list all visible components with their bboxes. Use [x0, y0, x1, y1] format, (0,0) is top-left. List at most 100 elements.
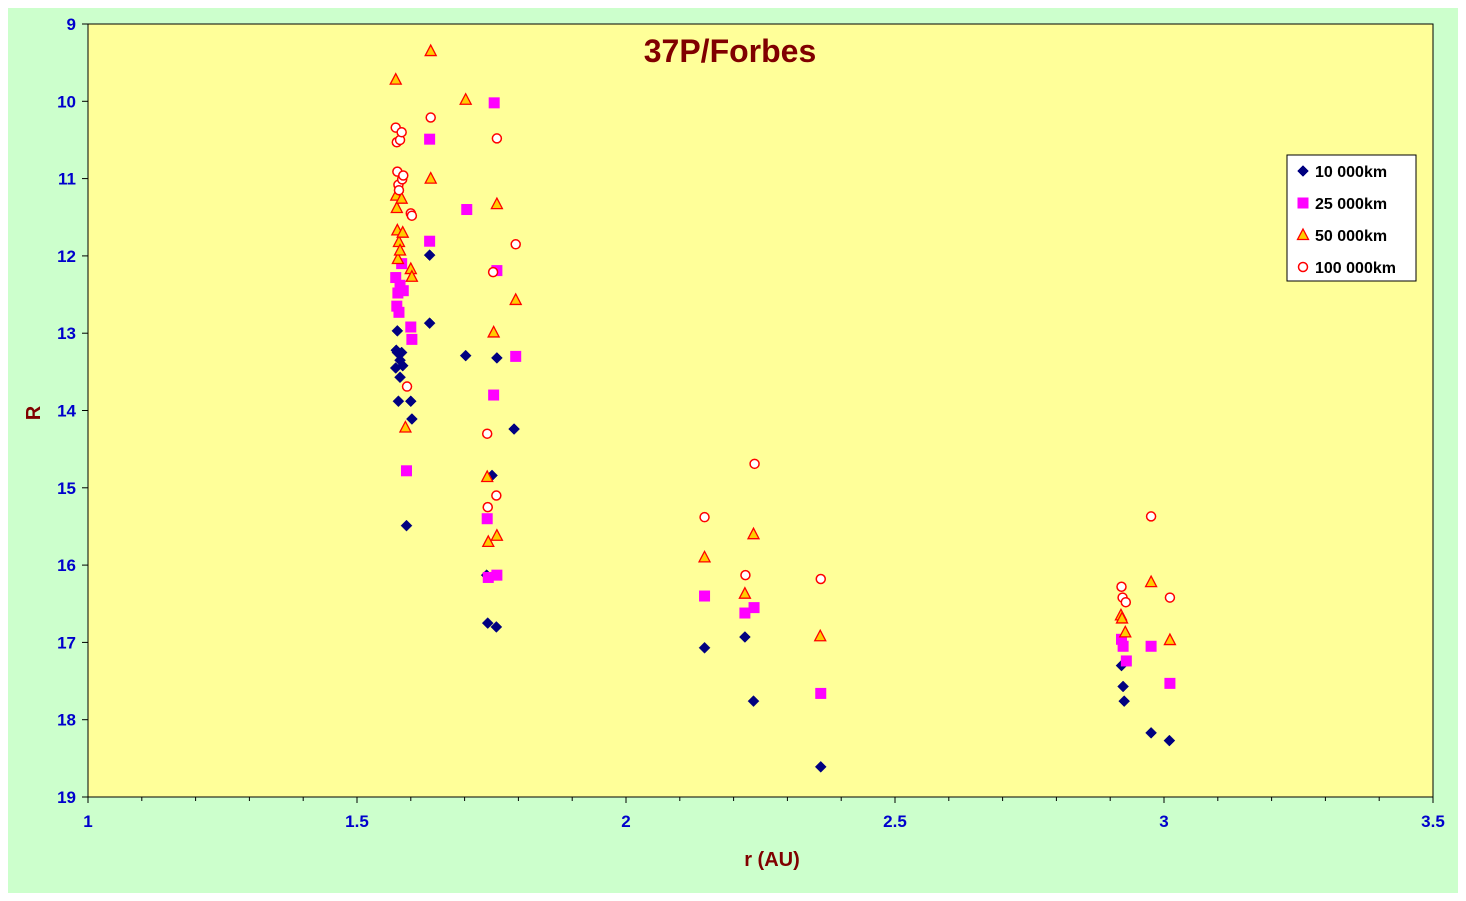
data-point: [1118, 624, 1132, 638]
series-3: [390, 112, 1176, 608]
data-point: [459, 92, 473, 105]
data-point: [1118, 695, 1131, 708]
data-point: [1120, 655, 1132, 667]
data-point: [461, 204, 473, 216]
data-point: [491, 569, 503, 581]
data-point: [487, 266, 499, 278]
data-point: [405, 269, 419, 282]
y-tick-label: 16: [57, 556, 76, 575]
legend-marker: [1297, 197, 1309, 209]
data-point: [394, 354, 406, 367]
y-tick-label: 18: [57, 711, 76, 730]
data-point: [491, 490, 502, 501]
data-point: [481, 617, 494, 629]
data-point: [748, 602, 760, 614]
data-point: [509, 292, 523, 306]
data-point: [487, 325, 501, 338]
data-point: [749, 458, 760, 470]
data-point: [510, 239, 521, 250]
data-point: [396, 225, 410, 238]
data-point: [401, 381, 413, 392]
y-tick-label: 13: [57, 324, 76, 343]
scatter-chart: 37P/Forbes r (AU) R 1 1.5 2 2.5 3 3.591011121…: [23, 15, 1445, 871]
data-point: [746, 526, 761, 540]
data-point: [1120, 596, 1132, 608]
x-tick-label: 1.5: [345, 812, 369, 831]
data-point: [508, 423, 520, 435]
data-point: [1115, 611, 1129, 624]
data-point: [393, 184, 405, 196]
data-point: [481, 513, 493, 525]
data-point: [747, 695, 760, 708]
series-2: [389, 43, 1177, 646]
data-point: [393, 306, 405, 318]
data-point: [490, 621, 503, 633]
data-point: [488, 389, 500, 401]
y-tick-label: 12: [57, 247, 76, 266]
data-point: [423, 317, 436, 330]
data-point: [1163, 734, 1176, 747]
x-tick-label: 2.5: [883, 812, 907, 831]
axes: 1 1.5 2 2.5 3 3.5 9 10 11 12 13 14 15 16 17 18 19: [57, 15, 1445, 831]
data-point: [406, 333, 418, 345]
data-point: [391, 251, 405, 265]
data-point: [391, 300, 403, 312]
data-point: [1163, 632, 1177, 646]
data-point: [490, 528, 504, 541]
data-point: [390, 272, 402, 284]
y-axis-title: R: [23, 405, 45, 420]
legend-label: 25 000km: [1315, 196, 1387, 213]
data-point: [400, 465, 412, 477]
data-point: [698, 641, 711, 654]
data-point: [815, 573, 827, 585]
x-tick-label: 2: [621, 812, 630, 831]
data-point: [815, 687, 827, 699]
data-point: [1117, 640, 1129, 652]
legend-label: 100 000km: [1315, 260, 1396, 277]
data-point: [699, 590, 711, 602]
data-point: [699, 511, 710, 523]
data-point: [1145, 640, 1157, 652]
plot-area: [87, 23, 1434, 798]
data-point: [481, 428, 493, 439]
data-point: [425, 112, 436, 123]
data-point: [398, 170, 409, 181]
x-tick-label: 3: [1159, 812, 1168, 831]
data-point: [396, 126, 407, 138]
legend-marker: [1297, 261, 1309, 273]
legend: 10 000km 25 000km 50 000km 100 000km: [1286, 154, 1417, 282]
data-point: [510, 350, 522, 362]
data-point: [1145, 511, 1157, 522]
y-tick-label: 15: [57, 479, 76, 498]
x-tick-label: 1: [83, 812, 92, 831]
x-tick-label: 3.5: [1421, 812, 1445, 831]
y-tick-label: 17: [57, 633, 76, 652]
data-point: [397, 285, 409, 297]
data-point: [1117, 680, 1129, 693]
data-point: [404, 395, 417, 408]
data-point: [405, 321, 417, 333]
data-point: [424, 171, 438, 184]
data-point: [1116, 581, 1127, 592]
data-point: [392, 395, 405, 408]
y-tick-label: 9: [67, 15, 76, 34]
data-point: [813, 628, 827, 642]
data-point: [1145, 726, 1157, 739]
x-axis-title: r (AU): [744, 849, 800, 871]
data-point: [740, 569, 751, 581]
data-point: [424, 235, 436, 247]
data-point: [490, 196, 504, 210]
legend-label: 50 000km: [1315, 228, 1387, 245]
data-point: [393, 243, 407, 256]
data-point: [424, 133, 436, 145]
data-point: [481, 534, 495, 548]
y-tick-label: 11: [58, 170, 76, 189]
data-point: [391, 325, 404, 337]
data-point: [814, 760, 827, 773]
data-point: [491, 133, 503, 144]
data-point: [423, 249, 436, 261]
data-point: [406, 413, 418, 425]
data-point: [406, 210, 418, 221]
data-point: [1164, 677, 1176, 689]
data-point: [395, 191, 409, 204]
